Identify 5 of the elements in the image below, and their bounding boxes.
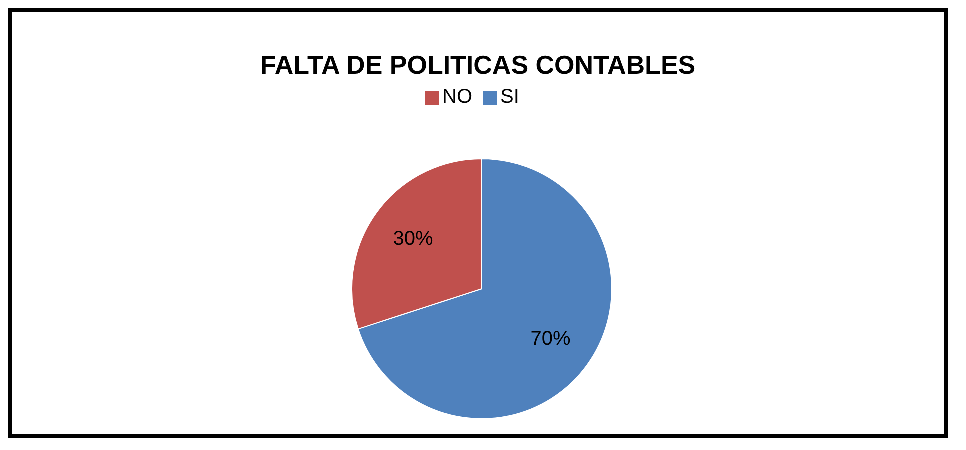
legend-label: SI xyxy=(500,86,520,108)
data-label: 70% xyxy=(530,328,571,350)
legend-label: NO xyxy=(442,86,473,108)
data-label: 30% xyxy=(393,228,434,250)
chart-title: FALTA DE POLITICAS CONTABLES xyxy=(259,50,697,81)
